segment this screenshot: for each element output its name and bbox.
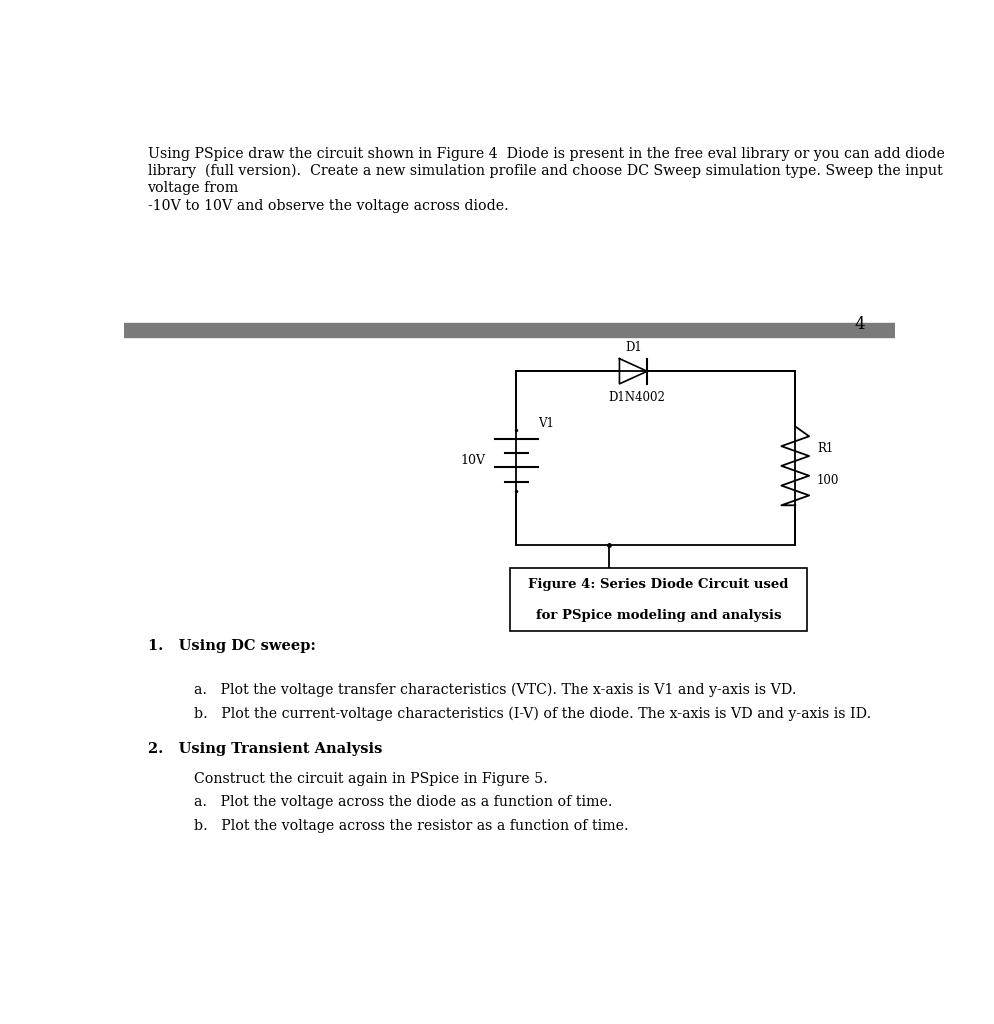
Text: Using PSpice draw the circuit shown in Figure 4  Diode is present in the free ev: Using PSpice draw the circuit shown in F… — [147, 146, 943, 161]
Text: voltage from: voltage from — [147, 181, 239, 196]
Text: a.   Plot the voltage transfer characteristics (VTC). The x-axis is V1 and y-axi: a. Plot the voltage transfer characteris… — [194, 683, 795, 697]
Text: D1: D1 — [624, 341, 641, 354]
Text: Figure 4: Series Diode Circuit used: Figure 4: Series Diode Circuit used — [528, 578, 788, 591]
Text: a.   Plot the voltage across the diode as a function of time.: a. Plot the voltage across the diode as … — [194, 796, 611, 809]
Text: 0: 0 — [619, 609, 627, 623]
Text: 10V: 10V — [460, 454, 485, 467]
Bar — [124, 324, 895, 337]
Bar — [516, 372, 794, 545]
Text: D1N4002: D1N4002 — [608, 391, 665, 403]
Text: V1: V1 — [537, 417, 553, 430]
Text: 4: 4 — [853, 316, 864, 333]
Text: 100: 100 — [816, 473, 838, 486]
Text: library  (full version).  Create a new simulation profile and choose DC Sweep si: library (full version). Create a new sim… — [147, 164, 941, 178]
Bar — [509, 568, 806, 632]
Text: Construct the circuit again in PSpice in Figure 5.: Construct the circuit again in PSpice in… — [194, 772, 547, 785]
Text: 1.   Using DC sweep:: 1. Using DC sweep: — [147, 639, 315, 653]
Text: R1: R1 — [816, 442, 832, 455]
Text: -10V to 10V and observe the voltage across diode.: -10V to 10V and observe the voltage acro… — [147, 199, 508, 213]
Text: for PSpice modeling and analysis: for PSpice modeling and analysis — [535, 609, 780, 622]
Text: b.   Plot the current-voltage characteristics (I-V) of the diode. The x-axis is : b. Plot the current-voltage characterist… — [194, 707, 870, 721]
Text: 2.   Using Transient Analysis: 2. Using Transient Analysis — [147, 741, 382, 756]
Text: b.   Plot the voltage across the resistor as a function of time.: b. Plot the voltage across the resistor … — [194, 819, 628, 834]
